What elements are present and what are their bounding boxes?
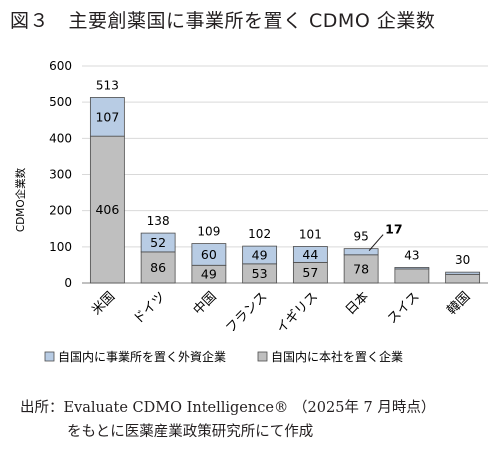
source-line-2: をもとに医薬産業政策研究所にて作成 <box>67 424 314 440</box>
category-label: 中国 <box>191 289 220 318</box>
data-label: 52 <box>150 235 166 250</box>
total-label: 102 <box>248 227 271 241</box>
grid-lines <box>82 65 488 248</box>
data-label: 60 <box>201 247 217 262</box>
bar-segment <box>89 97 125 137</box>
bars: 406 107 513 86 52 138 49 60 109 53 49 102 57 44 101 78 9… <box>89 78 481 284</box>
total-label: 101 <box>299 227 322 241</box>
legend-swatch <box>257 351 268 362</box>
category-label: イギリス <box>274 289 321 336</box>
data-label: 86 <box>150 260 166 275</box>
category-label: スイス <box>385 289 423 327</box>
bar-segment <box>394 268 430 284</box>
bar-segment <box>292 246 328 263</box>
x-axis: 米国 ドイツ 中国 フランス イギリス 日本 スイス 韓国 <box>89 289 473 336</box>
data-label: 44 <box>302 247 318 262</box>
y-tick-label: 0 <box>64 276 72 290</box>
y-tick-label: 200 <box>49 204 72 218</box>
data-label: 49 <box>252 247 268 262</box>
category-label: ドイツ <box>131 289 169 327</box>
annotation-label: 17 <box>385 222 402 237</box>
y-tick-label: 500 <box>49 95 72 109</box>
category-label: 日本 <box>343 289 372 318</box>
data-label: 107 <box>95 109 119 124</box>
total-label: 43 <box>404 248 419 262</box>
y-tick-label: 300 <box>49 168 72 182</box>
bar-segment <box>242 245 278 265</box>
total-label: 513 <box>96 78 119 92</box>
total-label: 30 <box>455 253 470 267</box>
category-label: 韓国 <box>444 289 473 318</box>
legend: 自国内に事業所を置く外資企業 自国内に本社を置く企業 <box>44 349 403 364</box>
bar-segment <box>445 271 481 275</box>
legend-swatch <box>44 351 55 362</box>
category-label: 米国 <box>89 289 118 318</box>
figure-title: 図３ 主要創薬国に事業所を置く CDMO 企業数 <box>10 10 436 32</box>
source-note: 出所：Evaluate CDMO Intelligence® （2025年 7 … <box>20 396 495 444</box>
bar-segment <box>191 243 227 266</box>
data-label: 49 <box>201 267 217 282</box>
data-label: 78 <box>353 261 369 276</box>
total-label: 109 <box>197 225 220 239</box>
bar-segment <box>140 232 176 253</box>
legend-label: 自国内に事業所を置く外資企業 <box>58 349 226 364</box>
legend-label: 自国内に本社を置く企業 <box>271 349 403 364</box>
data-label: 57 <box>302 265 318 280</box>
total-label: 138 <box>147 214 170 228</box>
bar-segment <box>343 254 379 284</box>
data-label: 406 <box>95 202 119 217</box>
stacked-bar-chart: 0 100 200 300 400 500 600 CDMO企業数 406 107 513 86 5… <box>14 59 488 364</box>
total-label: 95 <box>353 230 368 244</box>
bar-segment <box>343 248 379 256</box>
bar-segment <box>394 267 430 270</box>
bar-segment <box>445 273 481 284</box>
source-line-1: 出所：Evaluate CDMO Intelligence® （2025年 7 … <box>20 400 436 416</box>
annotation-leader <box>368 234 384 251</box>
data-label: 53 <box>252 266 268 281</box>
bar-segment <box>140 251 176 284</box>
y-tick-label: 600 <box>49 59 72 73</box>
category-label: フランス <box>223 289 270 336</box>
y-tick-label: 100 <box>49 240 72 254</box>
y-axis-label: CDMO企業数 <box>14 167 27 232</box>
y-tick-label: 400 <box>49 131 72 145</box>
